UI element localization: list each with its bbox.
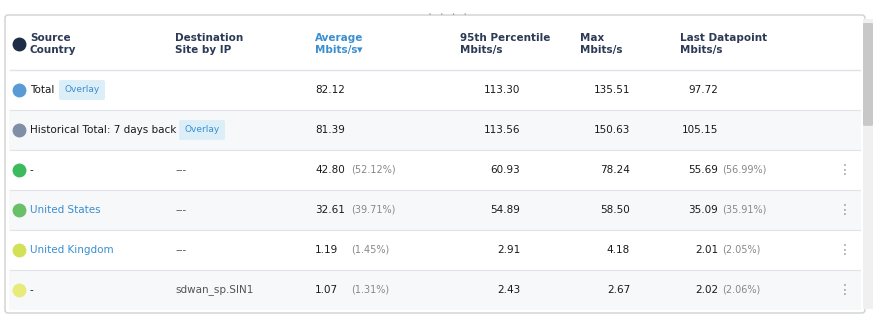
Bar [9, 270, 861, 310]
Text: 32.61: 32.61 [315, 205, 345, 215]
Text: Historical Total: 7 days back: Historical Total: 7 days back [30, 125, 177, 135]
FancyBboxPatch shape [59, 80, 105, 100]
Text: 150.63: 150.63 [594, 125, 630, 135]
Text: Mbits/s: Mbits/s [460, 45, 503, 55]
Text: -: - [30, 285, 34, 295]
Text: 2.43: 2.43 [496, 285, 520, 295]
Text: Country: Country [30, 45, 76, 55]
Text: Total: Total [30, 85, 55, 95]
Text: Mbits/s: Mbits/s [315, 45, 358, 55]
Text: 2.01: 2.01 [695, 245, 718, 255]
Text: 54.89: 54.89 [490, 205, 520, 215]
Text: 1.19: 1.19 [315, 245, 339, 255]
Text: United Kingdom: United Kingdom [30, 245, 114, 255]
Text: (1.31%): (1.31%) [351, 285, 389, 295]
Text: 113.30: 113.30 [484, 85, 520, 95]
Text: ⋮: ⋮ [838, 243, 852, 257]
Text: Average: Average [315, 33, 364, 43]
Text: sdwan_sp.SIN1: sdwan_sp.SIN1 [175, 285, 254, 296]
Text: 42.80: 42.80 [315, 165, 345, 175]
Text: (56.99%): (56.99%) [722, 165, 766, 175]
Text: -: - [30, 165, 34, 175]
Text: Mbits/s: Mbits/s [680, 45, 722, 55]
Text: Mbits/s: Mbits/s [580, 45, 623, 55]
Text: 135.51: 135.51 [593, 85, 630, 95]
Text: 55.69: 55.69 [688, 165, 718, 175]
FancyBboxPatch shape [179, 120, 225, 140]
Text: ---: --- [175, 245, 186, 255]
Text: 4.18: 4.18 [607, 245, 630, 255]
Text: 97.72: 97.72 [688, 85, 718, 95]
Text: 35.09: 35.09 [688, 205, 718, 215]
Bar [9, 70, 861, 110]
Text: United States: United States [30, 205, 100, 215]
Text: ▾: ▾ [357, 45, 363, 55]
Text: 78.24: 78.24 [600, 165, 630, 175]
Text: 95th Percentile: 95th Percentile [460, 33, 550, 43]
Text: ---: --- [175, 205, 186, 215]
Text: Last Datapoint: Last Datapoint [680, 33, 767, 43]
Text: (39.71%): (39.71%) [351, 205, 395, 215]
Text: Overlay: Overlay [65, 86, 99, 95]
Text: 58.50: 58.50 [600, 205, 630, 215]
Text: 2.02: 2.02 [695, 285, 718, 295]
Text: 2.91: 2.91 [496, 245, 520, 255]
Bar [9, 110, 861, 150]
Text: 113.56: 113.56 [484, 125, 520, 135]
FancyBboxPatch shape [863, 19, 873, 309]
FancyBboxPatch shape [863, 23, 873, 126]
Bar [9, 230, 861, 270]
Text: Destination: Destination [175, 33, 243, 43]
Text: ---: --- [175, 165, 186, 175]
Text: Max: Max [580, 33, 604, 43]
Text: Overlay: Overlay [185, 126, 220, 134]
Text: (1.45%): (1.45%) [351, 245, 389, 255]
Text: 105.15: 105.15 [682, 125, 718, 135]
Text: 60.93: 60.93 [490, 165, 520, 175]
Text: 82.12: 82.12 [315, 85, 345, 95]
Text: (2.05%): (2.05%) [722, 245, 761, 255]
Text: Source: Source [30, 33, 71, 43]
Bar [9, 18, 861, 70]
Text: Site by IP: Site by IP [175, 45, 231, 55]
Text: · · · ·: · · · · [427, 10, 469, 20]
Text: 81.39: 81.39 [315, 125, 345, 135]
Text: 2.67: 2.67 [607, 285, 630, 295]
FancyBboxPatch shape [5, 15, 865, 313]
Text: ⋮: ⋮ [838, 283, 852, 297]
Text: ⋮: ⋮ [838, 163, 852, 177]
Text: (35.91%): (35.91%) [722, 205, 766, 215]
Text: 1.07: 1.07 [315, 285, 338, 295]
Text: ⋮: ⋮ [838, 203, 852, 217]
Text: (2.06%): (2.06%) [722, 285, 760, 295]
Text: (52.12%): (52.12%) [351, 165, 396, 175]
Bar [9, 190, 861, 230]
Bar [9, 150, 861, 190]
